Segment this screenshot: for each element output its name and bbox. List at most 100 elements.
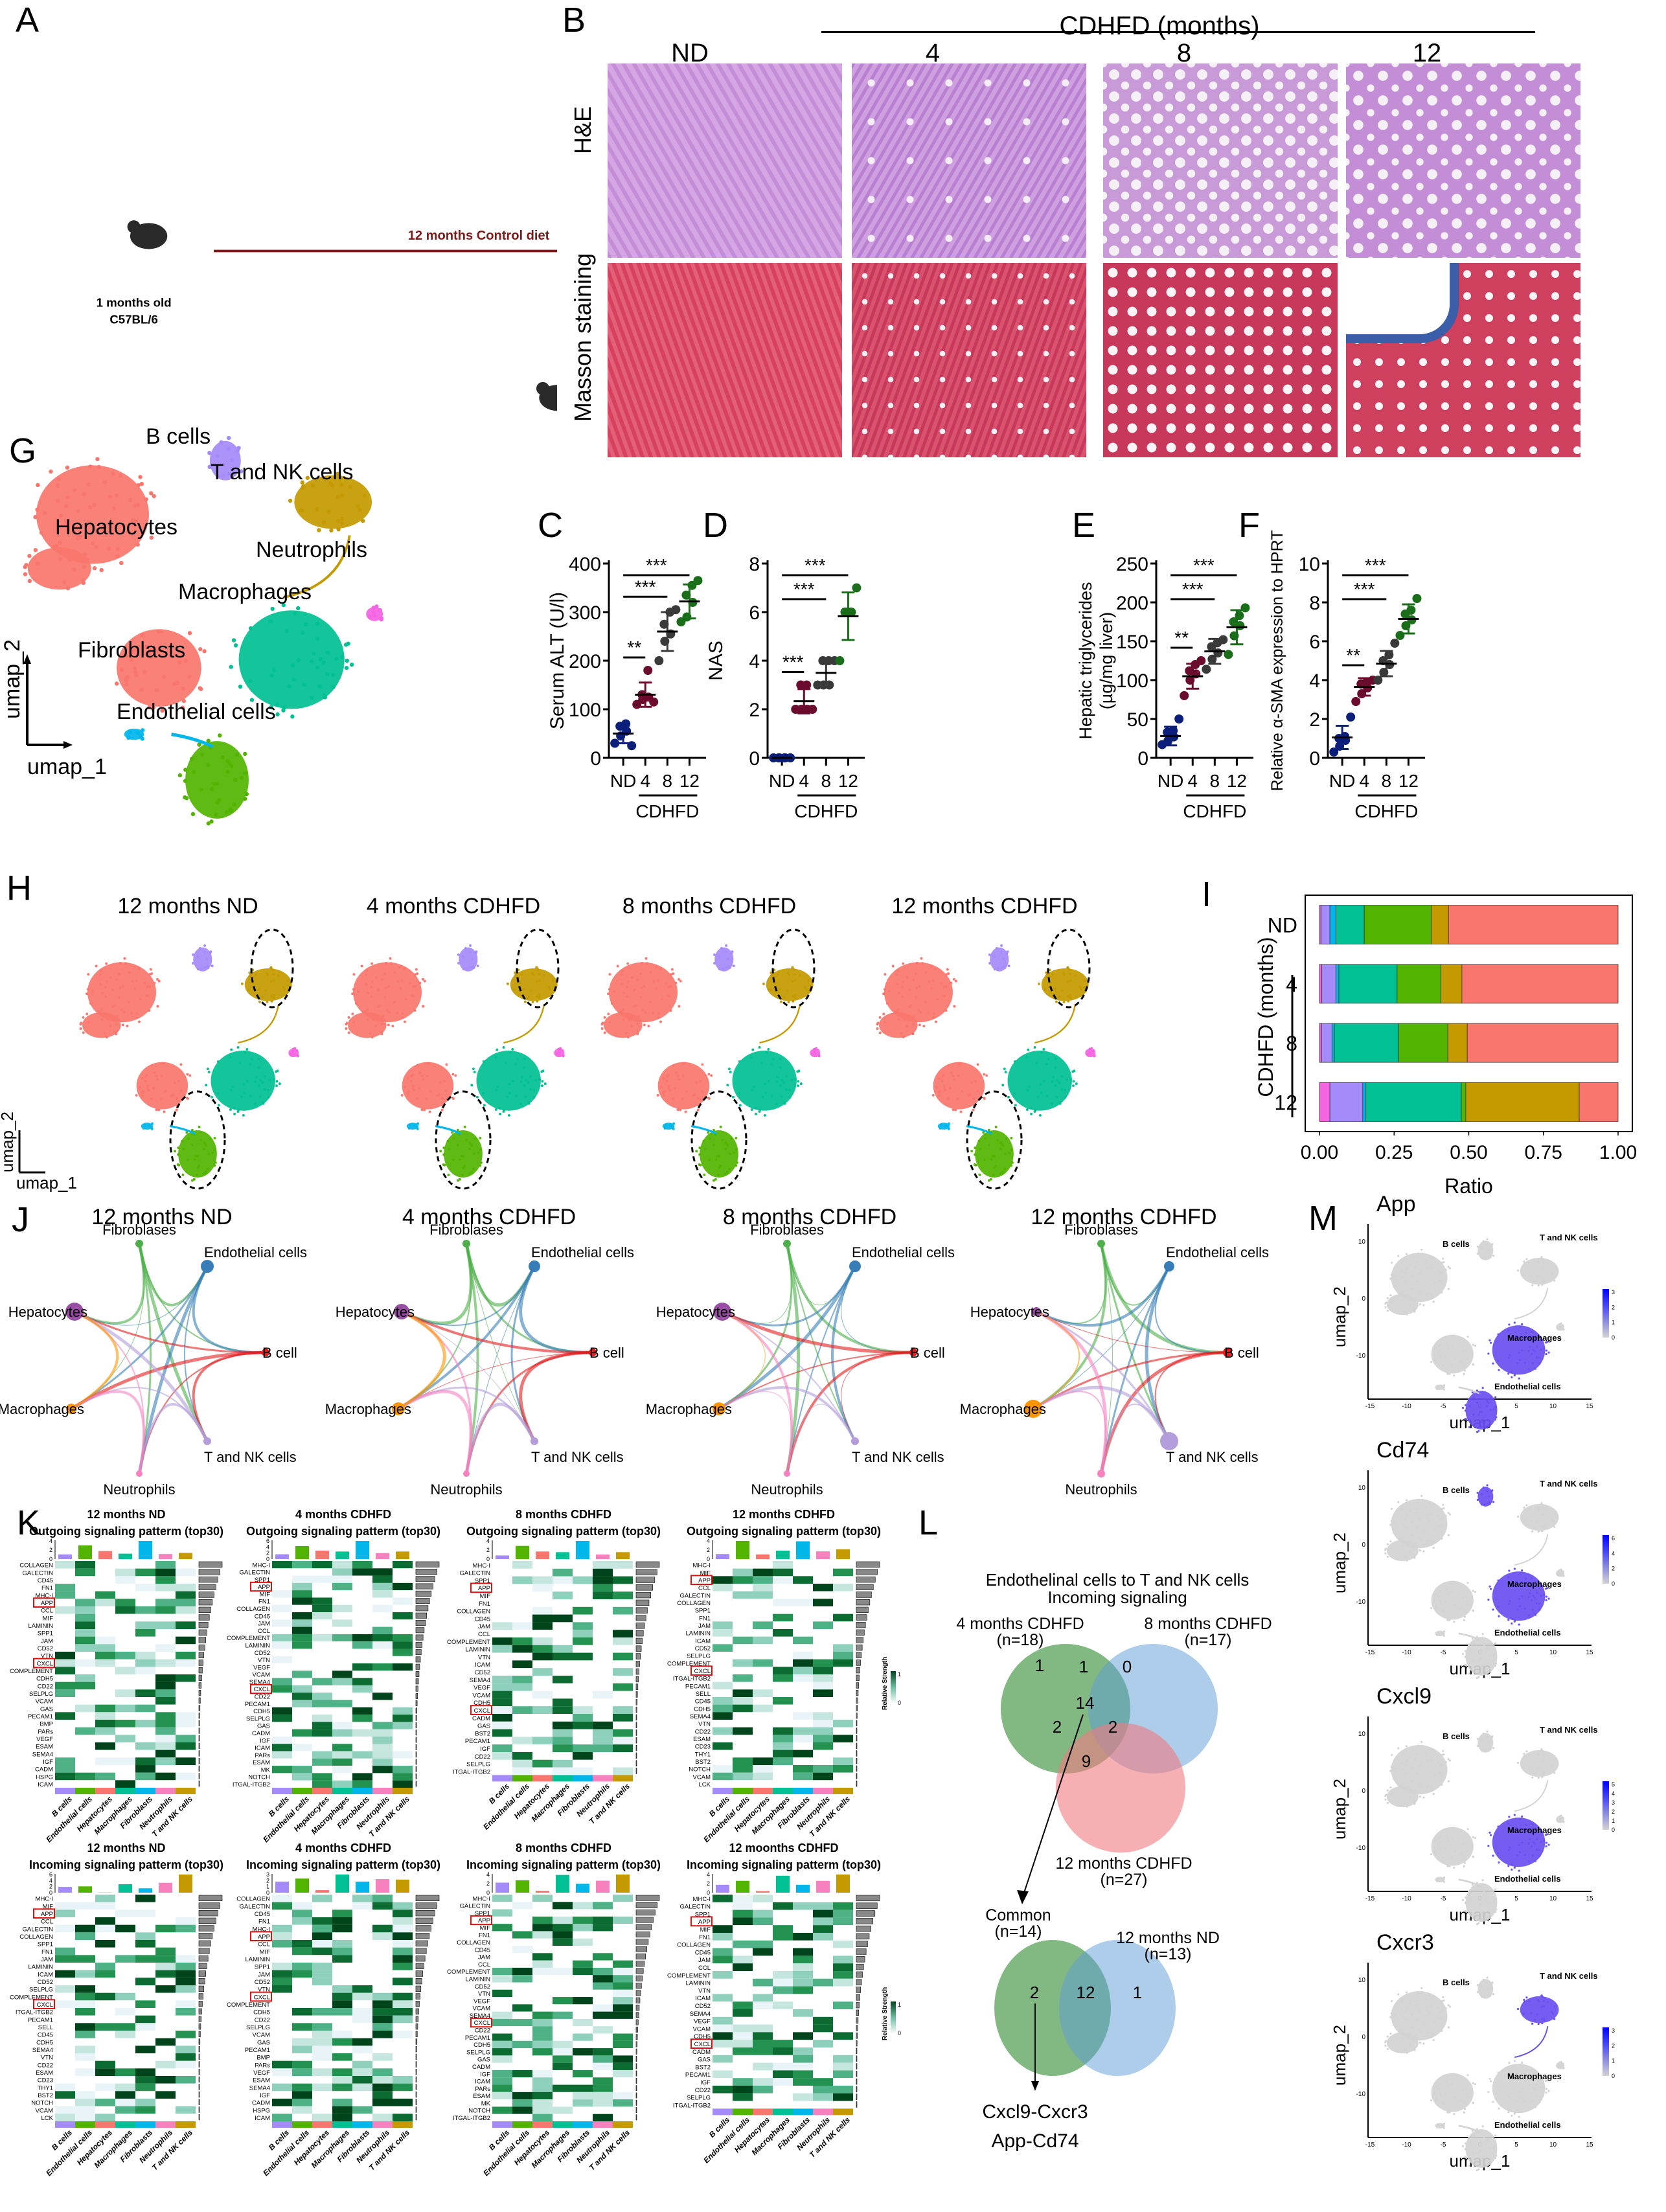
macrophages-cluster-point <box>267 1096 269 1099</box>
endothelial-cells-cluster-point <box>205 1145 208 1147</box>
t-nk-cells-cluster-point <box>1541 1526 1543 1528</box>
heatmap-cell <box>155 2031 176 2038</box>
hepatocytes-cluster-point <box>115 979 118 981</box>
row-total-bar <box>199 2069 200 2075</box>
heatmap-cell <box>393 1902 413 1910</box>
hepatocytes-cluster-point <box>1453 1621 1455 1623</box>
row-total-bar <box>636 1623 645 1628</box>
venn-set-b-n: (n=17) <box>1185 1631 1232 1649</box>
data-point <box>1351 697 1360 706</box>
macrophages-cluster-point <box>1026 1056 1029 1059</box>
heatmap-cell <box>272 1685 292 1693</box>
macrophages-cluster-point <box>350 663 354 667</box>
heatmap-cell <box>613 1902 633 1909</box>
heatmap-cell <box>55 1993 75 2001</box>
macrophages-cluster-point <box>1487 1352 1489 1354</box>
y-tick-label: 8 <box>1309 593 1320 614</box>
heatmap-cell <box>75 1757 95 1765</box>
heatmap-cell <box>176 1925 196 1933</box>
umap-title: 8 months CDHFD <box>622 894 796 918</box>
heatmap-cell <box>793 1780 813 1788</box>
heatmap-cell <box>55 2106 75 2114</box>
t-nk-cells-cluster-point <box>271 968 274 971</box>
t-nk-cells-cluster-point <box>1534 1281 1536 1283</box>
heatmap-cell <box>512 2019 532 2026</box>
macrophages-cluster-point <box>751 1049 754 1051</box>
heatmap-cell <box>833 1667 853 1674</box>
hepatocytes-cluster-point <box>950 1071 953 1074</box>
heatmap-cell <box>793 1606 813 1614</box>
heatmap-cell <box>733 1773 753 1781</box>
endothelial-cells-cluster-point <box>479 1148 482 1151</box>
hepatocytes-cluster-point <box>643 1023 646 1026</box>
heatmap-cell <box>176 1917 196 1925</box>
heatmap-cell <box>593 1931 613 1938</box>
heatmap-cell <box>813 1591 833 1599</box>
heatmap-cell <box>532 1607 553 1615</box>
hepatocytes-cluster-point <box>401 1094 404 1097</box>
heatmap-cell <box>773 1576 793 1584</box>
heatmap-cell <box>352 1948 372 1955</box>
heatmap-row-label: APP <box>258 1933 270 1941</box>
heatmap-cell <box>492 1924 512 1931</box>
hepatocytes-cluster-point <box>679 980 682 983</box>
endothelial-cells-cluster-point <box>442 1146 445 1149</box>
network-edge <box>194 1266 266 1352</box>
macrophages-cluster-point <box>777 1076 779 1078</box>
heatmap-cell <box>773 1895 793 1902</box>
heatmap-cell <box>155 2038 176 2046</box>
heatmap-cell <box>573 1630 593 1637</box>
heatmap-cell <box>613 1660 633 1668</box>
hepatocytes-cluster-point <box>1420 1293 1422 1295</box>
hepatocytes-cluster-point <box>930 987 933 990</box>
heatmap-cell <box>393 1619 413 1626</box>
y-tick-label: 6 <box>1309 632 1320 653</box>
macrophages-cluster-point <box>508 1091 511 1094</box>
heatmap-cell <box>292 2038 312 2046</box>
fibroblasts-cluster-point <box>948 1128 950 1130</box>
macrophages-cluster-point <box>1066 1079 1068 1082</box>
row-total-bar <box>199 1675 202 1681</box>
column-total-bar <box>756 1555 770 1559</box>
arrow-head-icon <box>63 741 73 749</box>
hepatocytes-cluster-point <box>1430 1513 1432 1515</box>
column-color-bar <box>573 2121 593 2128</box>
hepatocytes-cluster-point <box>942 1074 945 1077</box>
row-total-bar <box>636 1976 643 1981</box>
data-point <box>654 656 663 665</box>
heatmap-row-label: VEGF <box>474 1685 490 1692</box>
hepatocytes-cluster-point <box>1441 1292 1443 1294</box>
heatmap-cell <box>75 1689 95 1697</box>
hepatocytes-cluster-point <box>441 1097 444 1100</box>
heatmap-cell <box>372 1663 393 1670</box>
t-nk-cells-cluster-point <box>786 989 788 992</box>
endothelial-cells-cluster-point <box>999 1172 1001 1175</box>
heatmap-cell <box>115 1780 135 1788</box>
hepatocytes-cluster <box>402 1062 454 1110</box>
heatmap-cell <box>733 1561 753 1569</box>
heatmap-cell <box>176 1735 196 1742</box>
heatmap-cell <box>115 1667 135 1674</box>
heatmap-cell <box>312 1700 332 1707</box>
t-nk-cells-cluster-point <box>792 980 794 983</box>
endothelial-cells-cluster-point <box>1462 1407 1464 1409</box>
heatmap-cell <box>553 1577 573 1584</box>
heatmap-cell <box>532 1946 553 1953</box>
heatmap-cell <box>352 2023 372 2031</box>
heatmap-cell <box>733 1948 753 1956</box>
y-tick-label: 200 <box>1116 593 1148 614</box>
heatmap-cell <box>352 1737 372 1744</box>
network-node <box>1164 1261 1174 1271</box>
b-cells-cluster-point <box>1488 1496 1490 1498</box>
macrophages-cluster-point <box>470 1084 473 1086</box>
b-cells-cluster-point <box>1483 1503 1485 1505</box>
umap-y-label: umap_2 <box>0 1112 17 1172</box>
t-nk-cells-cluster-point <box>1543 1281 1545 1283</box>
heatmap-row-label: MIF <box>260 1948 271 1955</box>
heatmap-cell <box>793 1941 813 1948</box>
y-tick-label: 10 <box>1358 1485 1366 1492</box>
hepatocytes-cluster-point <box>1409 1550 1411 1552</box>
neutrophils-cluster-point <box>1557 1573 1558 1575</box>
heatmap-cell <box>713 1667 733 1674</box>
